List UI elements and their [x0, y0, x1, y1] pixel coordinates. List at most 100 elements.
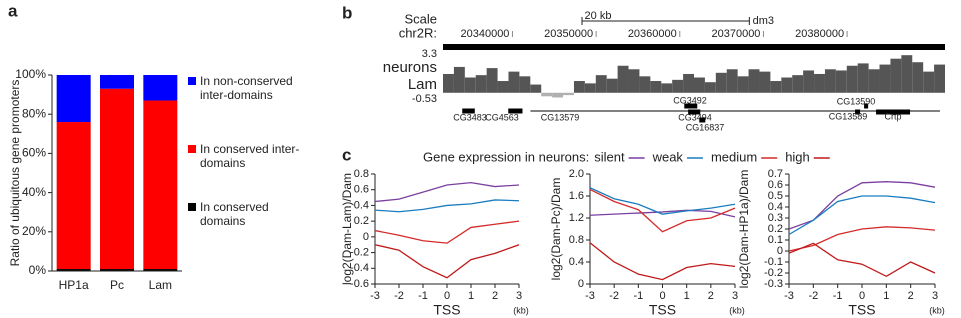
y-tick-label: 0.4 — [768, 201, 783, 213]
track-bar — [475, 75, 487, 93]
y-tick-label: 0 — [363, 231, 369, 243]
gene — [684, 103, 698, 109]
line — [788, 242, 936, 278]
track-bar — [912, 62, 924, 93]
x-tick-label: 0 — [444, 290, 450, 302]
track-bar — [846, 65, 858, 93]
legend-label: silent — [594, 149, 625, 164]
track-bar — [781, 77, 793, 93]
x-tick-label: -3 — [784, 290, 794, 302]
line — [374, 199, 520, 213]
scale-bar-label: 20 kb — [585, 10, 612, 22]
x-axis-label: TSS — [433, 302, 460, 318]
track-bar — [857, 63, 869, 93]
y-tick-label: 0.2 — [768, 223, 783, 235]
legend-label: In non-conserved inter-domains — [200, 74, 293, 102]
y-tick-label: -0.4 — [350, 262, 369, 274]
y-tick-label: 0 — [777, 245, 783, 257]
track-bar — [464, 77, 476, 93]
gene-label: CG13579 — [541, 112, 580, 122]
gene-label: CG3492 — [673, 95, 707, 105]
y-tick-label: 0.3 — [768, 212, 783, 224]
track-bar — [868, 69, 880, 93]
track-name: neurons — [383, 59, 437, 76]
track-bar — [486, 68, 498, 93]
gene-label: CG16837 — [686, 122, 725, 132]
x-tick-label: 3 — [732, 290, 738, 302]
y-axis-label: log2(Dam-Lam)/Dam — [340, 173, 354, 285]
bar-segment — [143, 100, 178, 270]
legend-title: Gene expression in neurons: — [423, 149, 589, 164]
y-tick-label: 20% — [22, 224, 46, 238]
x-tick-label: -1 — [833, 290, 843, 302]
chromosome-bar — [443, 44, 945, 50]
line — [589, 188, 736, 233]
track-bar — [814, 73, 825, 93]
track-bar — [453, 66, 465, 93]
track-bar — [890, 58, 902, 93]
track-bar — [835, 70, 847, 93]
track-bar — [879, 64, 891, 93]
y-tick-label: -0.3 — [764, 278, 783, 290]
y-tick-label: -0.53 — [412, 93, 437, 105]
track-bar — [901, 55, 913, 93]
track-bar — [824, 69, 836, 93]
gene-label: CG13589 — [829, 111, 868, 121]
y-tick-label: 0.8 — [569, 234, 584, 246]
gene — [876, 109, 911, 115]
y-axis-label: Ratio of ubiquitous gene promoters — [8, 80, 22, 267]
line — [589, 242, 736, 281]
x-tick-label: -3 — [585, 290, 595, 302]
y-tick-label: 0.8 — [354, 168, 369, 180]
y-tick-label: 0.5 — [768, 190, 783, 202]
track-bar — [694, 77, 705, 93]
x-tick-label: -2 — [808, 290, 818, 302]
y-tick-label: 1.6 — [569, 190, 584, 202]
gene — [508, 108, 523, 114]
y-tick-label: 0 — [578, 278, 584, 290]
y-tick-label: 2.0 — [569, 168, 584, 180]
x-axis-unit: (kb) — [929, 305, 945, 315]
track-bar — [726, 69, 738, 93]
bar-segment — [100, 75, 134, 89]
x-tick-label: 2 — [908, 290, 914, 302]
line — [589, 209, 736, 218]
track-bar — [759, 71, 771, 93]
gene — [462, 108, 475, 114]
x-axis-label: TSS — [649, 302, 676, 318]
track-bar — [541, 92, 553, 97]
x-tick-label: -3 — [370, 290, 380, 302]
track-bar — [628, 69, 640, 93]
track-bar — [770, 81, 782, 93]
track-bar — [650, 81, 662, 93]
track-bar — [617, 65, 629, 93]
x-axis-unit: (kb) — [513, 305, 529, 315]
x-tick-label: 20340000 — [460, 28, 509, 40]
x-tick-label: 2 — [492, 290, 498, 302]
track-bar — [606, 78, 618, 93]
y-tick-label: 60% — [22, 146, 46, 160]
x-tick-label: 1 — [468, 290, 474, 302]
y-tick-label: 0.7 — [768, 168, 783, 180]
legend-label: high — [785, 149, 810, 164]
y-tick-label: 0.4 — [569, 256, 584, 268]
x-axis-unit: (kb) — [729, 305, 745, 315]
y-tick-label: -0.2 — [350, 246, 369, 258]
legend-swatch — [188, 145, 196, 153]
gene-label: CG4563 — [485, 112, 519, 122]
track-bar — [803, 70, 815, 93]
track-bar — [923, 71, 935, 93]
y-tick-label: 1.2 — [569, 212, 584, 224]
x-tick-label: 1 — [684, 290, 690, 302]
y-tick-label: 0% — [29, 263, 47, 277]
assembly-label: dm3 — [753, 15, 774, 27]
gene — [855, 109, 861, 115]
gene-label: Crtp — [884, 111, 901, 121]
legend-swatch — [188, 203, 196, 211]
gene — [864, 103, 869, 109]
x-axis-label: TSS — [848, 302, 875, 318]
track-bar — [573, 81, 585, 93]
y-tick-label: 100% — [15, 67, 46, 81]
line — [788, 195, 936, 236]
